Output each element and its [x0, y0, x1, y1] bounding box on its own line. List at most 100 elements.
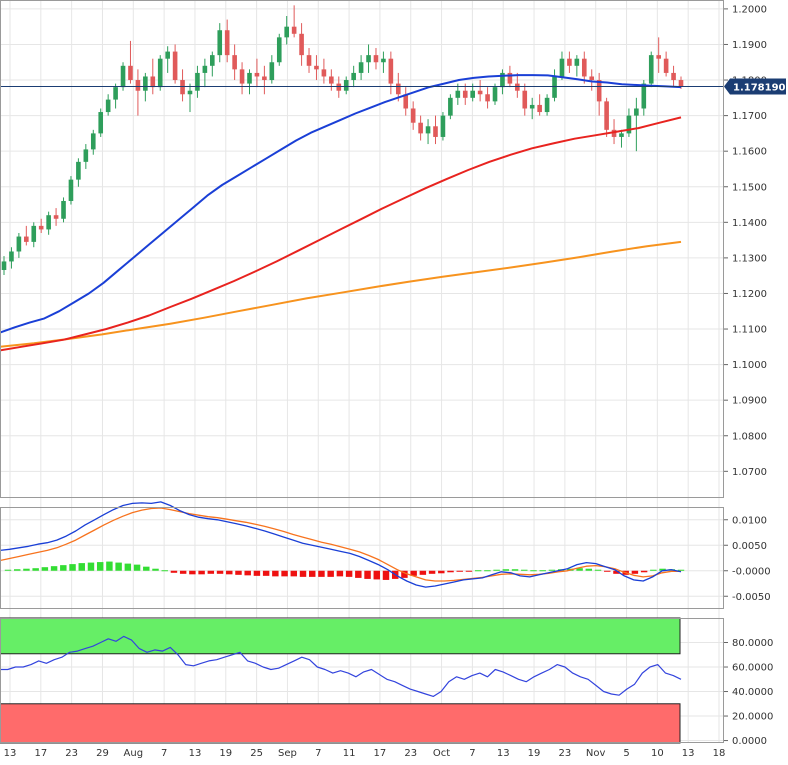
rsi-pane	[0, 617, 682, 744]
x-tick-label: 11	[343, 748, 356, 759]
candle-up	[559, 58, 565, 77]
rsi-tick-label: 40.0000	[732, 687, 773, 698]
candle-up	[492, 87, 498, 102]
candle-up	[455, 90, 461, 98]
candle-down	[291, 26, 297, 34]
macd-histogram-bar	[594, 569, 602, 571]
macd-histogram-bar	[521, 569, 528, 571]
candle-up	[343, 80, 349, 91]
sma-fast-line	[0, 74, 682, 334]
macd-pane-border	[0, 507, 724, 609]
price-tick-label: 1.1200	[732, 289, 767, 300]
candle-down	[418, 122, 423, 134]
candle-up	[143, 76, 148, 91]
candle-down	[678, 80, 684, 87]
sma-mid-line	[0, 116, 682, 352]
macd-histogram-bar	[78, 563, 85, 571]
macd-histogram-bar	[631, 570, 639, 574]
candle-down	[38, 225, 44, 230]
price-tick-label: 1.0800	[732, 431, 767, 442]
candle-down	[671, 72, 676, 81]
x-tick-label: 7	[315, 748, 321, 759]
rsi-overbought-zone	[0, 617, 681, 655]
candle-up	[626, 115, 632, 134]
x-tick-label: 10	[651, 748, 664, 759]
candle-down	[604, 101, 609, 130]
macd-histogram-bar	[318, 570, 325, 577]
macd-histogram-bar	[41, 567, 49, 571]
macd-histogram-bar	[364, 570, 371, 579]
candle-down	[262, 76, 267, 81]
macd-histogram-bar	[548, 569, 556, 571]
x-tick-label: 17	[374, 748, 387, 759]
candle-up	[448, 97, 453, 116]
candle-down	[433, 126, 438, 137]
candle-up	[157, 58, 163, 88]
candle-up	[202, 65, 208, 73]
macd-tick-label: 0.0100	[732, 515, 767, 526]
price-tick-label: 1.1500	[732, 182, 767, 193]
price-tick-label: 1.1700	[732, 111, 767, 122]
macd-histogram-bar	[438, 570, 445, 574]
price-tick-label: 1.1900	[732, 40, 767, 51]
macd-histogram-bar	[290, 570, 298, 577]
macd-histogram-bar	[650, 569, 657, 571]
candle-up	[120, 65, 126, 88]
macd-histogram-bar	[327, 570, 334, 577]
candle-down	[232, 55, 237, 70]
candle-up	[648, 55, 654, 84]
x-tick-label: Oct	[433, 748, 450, 759]
candle-down	[395, 83, 401, 95]
candle-down	[329, 76, 334, 84]
candle-down	[299, 33, 304, 56]
candle-down	[403, 94, 409, 109]
macd-histogram-bar	[345, 570, 353, 577]
macd-histogram-bar	[69, 564, 76, 571]
rsi-oversold-zone	[0, 703, 681, 744]
macd-histogram-bar	[373, 570, 380, 580]
macd-histogram-bar	[23, 568, 30, 571]
candle-down	[656, 55, 661, 59]
candle-up	[165, 51, 170, 59]
macd-histogram-bar	[677, 569, 685, 571]
macd-histogram-bar	[640, 570, 648, 573]
price-tick-label: 1.2000	[732, 4, 767, 15]
rsi-line	[0, 635, 682, 698]
candle-up	[61, 200, 66, 219]
candle-down	[410, 108, 416, 123]
macd-histogram-bar	[124, 563, 132, 571]
sma-slow-line	[0, 240, 682, 348]
candle-up	[634, 108, 639, 116]
candle-up	[113, 87, 118, 100]
macd-histogram-bar	[133, 564, 141, 571]
x-tick-label: 7	[161, 748, 167, 759]
macd-histogram-bar	[355, 570, 362, 578]
price-tick-label: 1.0900	[732, 396, 767, 407]
macd-histogram-bar	[309, 570, 316, 577]
candle-down	[537, 104, 542, 113]
x-tick-label: 18	[713, 748, 726, 759]
macd-histogram-bar	[299, 570, 307, 577]
macd-histogram-bar	[216, 570, 224, 574]
macd-histogram-bar	[336, 570, 344, 577]
macd-histogram-bar	[87, 562, 95, 571]
candle-up	[210, 55, 215, 66]
macd-histogram-bar	[262, 570, 270, 576]
candle-up	[284, 26, 290, 38]
candle-up	[529, 104, 535, 109]
candle-up	[574, 58, 580, 66]
price-tick-label: 1.1300	[732, 253, 767, 264]
price-tick-label: 1.1600	[732, 147, 767, 158]
macd-histogram-bar	[539, 570, 546, 572]
candle-up	[425, 126, 431, 134]
x-tick-label: Sep	[278, 748, 297, 759]
last-price-label: 1.178190	[733, 82, 786, 93]
candle-down	[515, 83, 520, 91]
macd-histogram-bar	[576, 568, 583, 571]
candle-down	[53, 215, 59, 219]
price-pane-border	[0, 0, 724, 498]
macd-histogram-bar	[281, 570, 288, 577]
macd-histogram-bar	[382, 570, 390, 580]
